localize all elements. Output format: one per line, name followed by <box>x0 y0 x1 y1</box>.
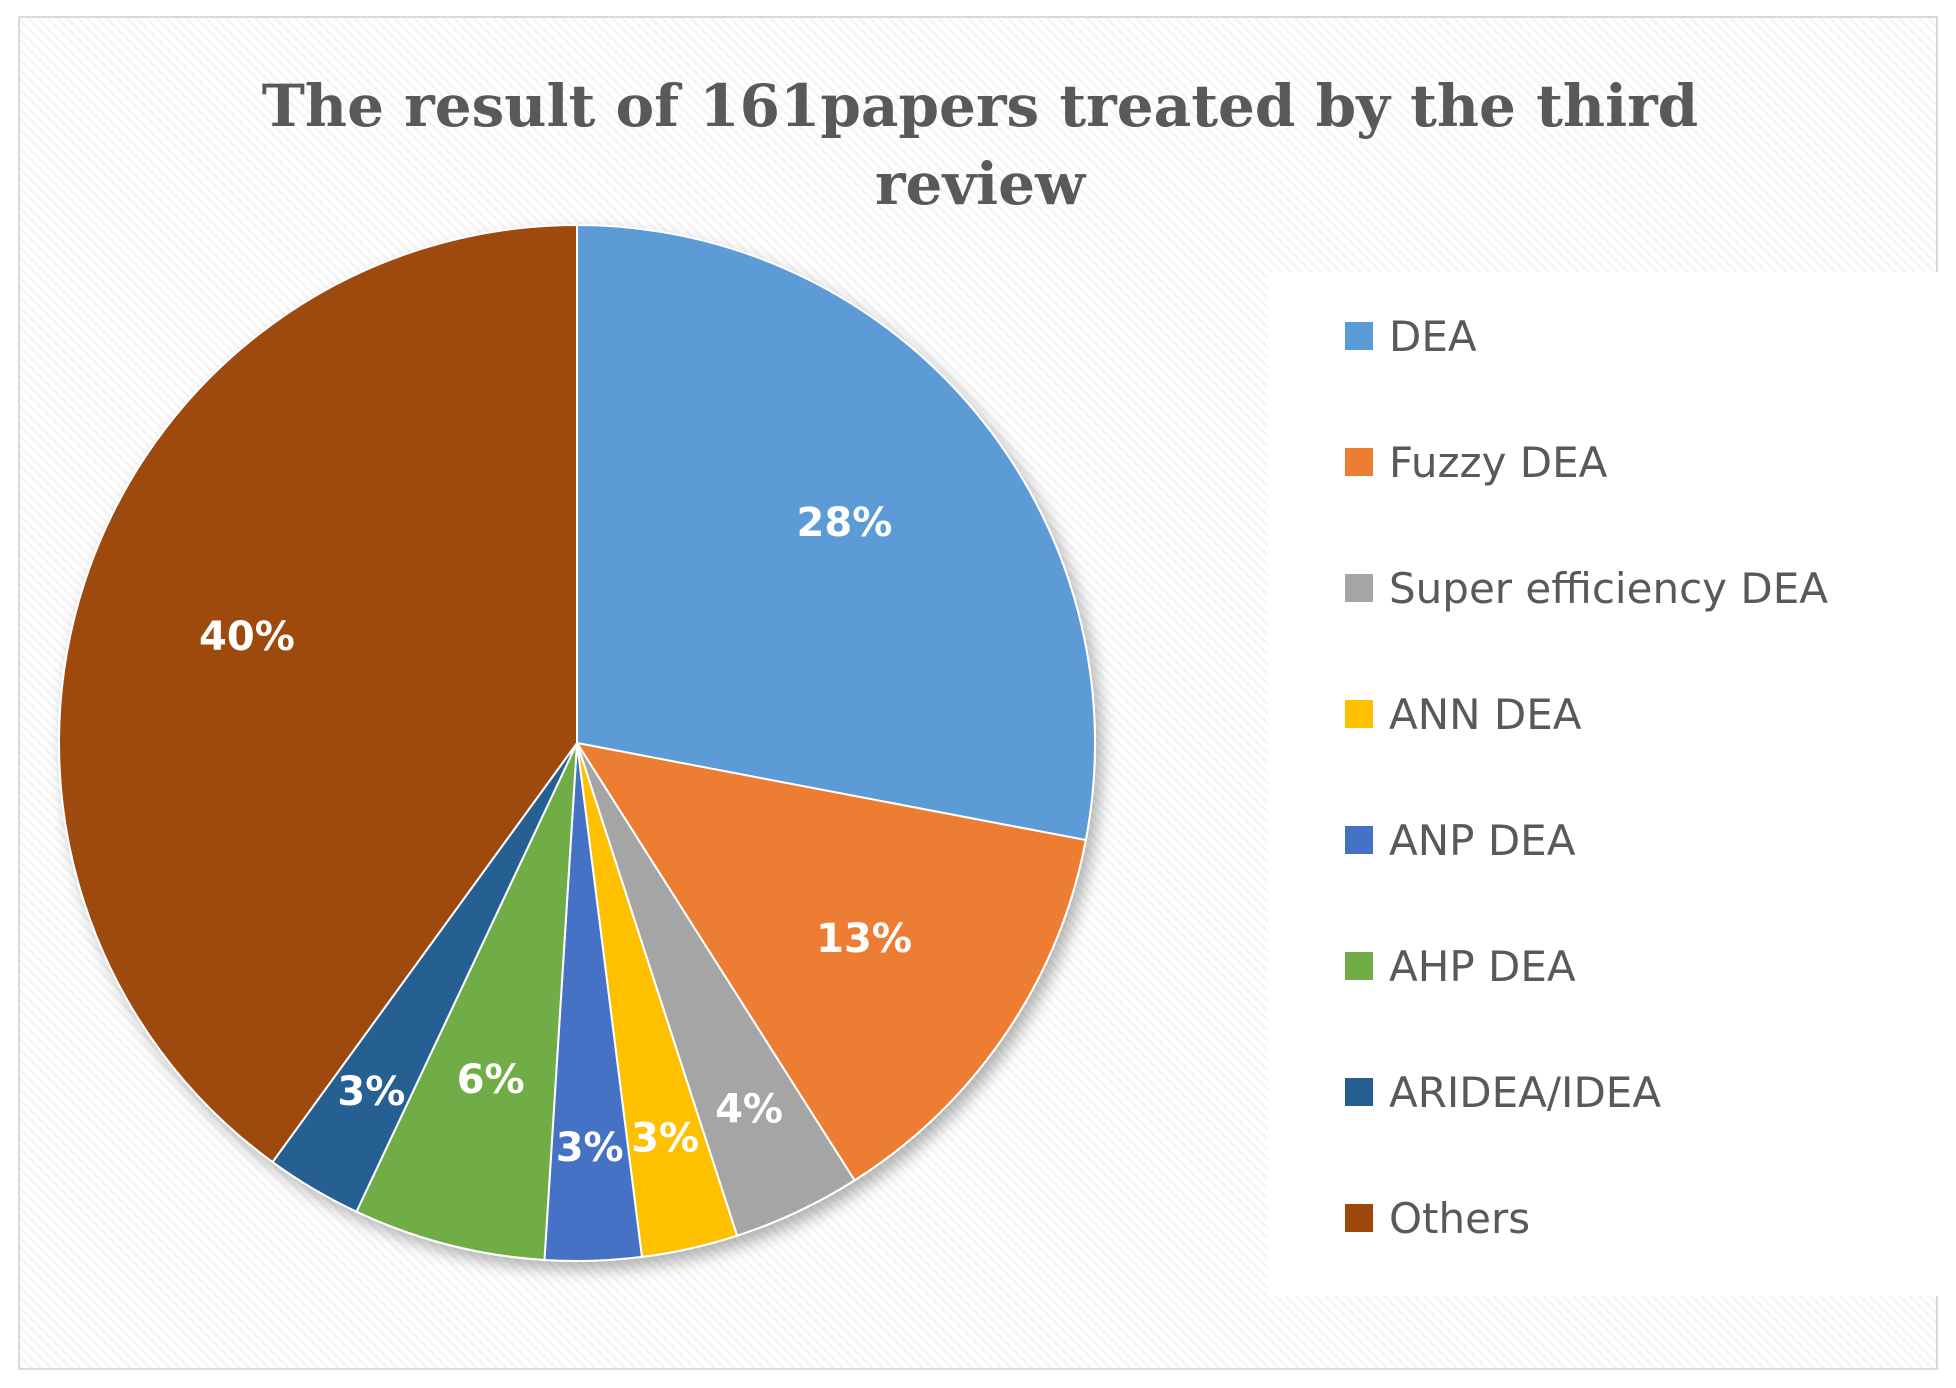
legend-label-3: ANN DEA <box>1389 690 1582 739</box>
legend-swatch-4 <box>1345 826 1373 854</box>
slice-label-6: 3% <box>337 1069 405 1115</box>
slice-label-1: 13% <box>816 916 912 962</box>
legend-swatch-3 <box>1345 700 1373 728</box>
pie-slice-0 <box>576 223 1096 842</box>
pie-slice-5 <box>355 742 578 1262</box>
chart-frame: The result of 161papers treated by the t… <box>18 16 1940 1370</box>
slice-label-7: 40% <box>199 614 295 660</box>
chart-title-line-2: review <box>875 150 1087 218</box>
legend-swatch-7 <box>1345 1204 1373 1232</box>
legend-box <box>1268 272 1940 1296</box>
legend-swatch-6 <box>1345 1078 1373 1106</box>
legend-label-2: Super efficiency DEA <box>1389 564 1828 613</box>
legend-label-0: DEA <box>1389 312 1477 361</box>
slice-label-2: 4% <box>715 1087 783 1133</box>
slice-label-0: 28% <box>797 500 893 546</box>
legend-label-4: ANP DEA <box>1389 816 1576 865</box>
slice-labels: 28%13%4%3%3%6%3%40% <box>199 500 912 1171</box>
slice-label-4: 3% <box>556 1125 624 1171</box>
slice-label-5: 6% <box>457 1057 525 1103</box>
pie-slice-1 <box>574 741 1087 1182</box>
pie-slice-7 <box>58 223 578 1164</box>
legend-label-5: AHP DEA <box>1389 942 1576 991</box>
legend-label-6: ARIDEA/IDEA <box>1389 1068 1661 1117</box>
pie-chart: The result of 161papers treated by the t… <box>58 72 1940 1296</box>
legend-swatch-2 <box>1345 574 1373 602</box>
legend-swatch-0 <box>1345 322 1373 350</box>
slice-label-3: 3% <box>631 1115 699 1161</box>
legend-label-7: Others <box>1389 1194 1530 1243</box>
legend: DEA Fuzzy DEA Super efficiency DEA ANN DEA A… <box>1345 312 1828 1243</box>
chart-title-line-1: The result of 161papers treated by the t… <box>262 72 1699 140</box>
legend-swatch-5 <box>1345 952 1373 980</box>
legend-swatch-1 <box>1345 448 1373 476</box>
pie-slices <box>58 223 1096 1263</box>
legend-label-1: Fuzzy DEA <box>1389 438 1608 487</box>
